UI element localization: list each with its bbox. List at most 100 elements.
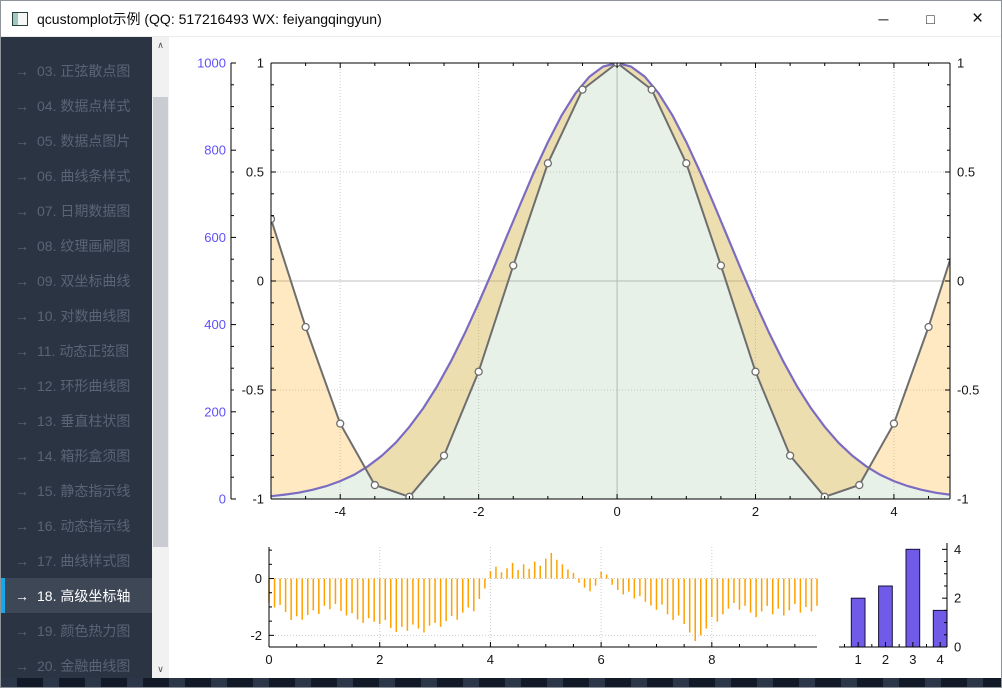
- sidebar-item-05[interactable]: → 05. 数据点图片: [1, 123, 152, 158]
- sidebar-item-17[interactable]: → 17. 曲线样式图: [1, 543, 152, 578]
- bar: [878, 585, 893, 647]
- sidebar-item-label: 18. 高级坐标轴: [37, 587, 131, 604]
- svg-text:0: 0: [219, 492, 226, 507]
- bar: [850, 597, 866, 647]
- sidebar-item-label: 15. 静态指示线: [37, 482, 131, 499]
- scatter-point: [543, 159, 553, 168]
- scatter-point: [716, 261, 726, 270]
- arrow-icon: →: [15, 342, 29, 359]
- arrow-icon: →: [15, 587, 29, 604]
- svg-text:0: 0: [957, 274, 964, 289]
- svg-text:-2: -2: [473, 504, 485, 519]
- arrow-icon: →: [15, 272, 29, 289]
- sidebar-item-label: 14. 箱形盒须图: [37, 447, 131, 464]
- sidebar-item-03[interactable]: → 03. 正弦散点图: [1, 53, 152, 88]
- sidebar-item-label: 12. 环形曲线图: [37, 377, 131, 394]
- sidebar-item-label: 04. 数据点样式: [37, 97, 131, 114]
- svg-text:600: 600: [204, 230, 226, 245]
- scrollbar-thumb[interactable]: [153, 97, 168, 547]
- sidebar: → 03. 正弦散点图 → 04. 数据点样式 → 05. 数据点图片 → 06. 曲线条样式…: [1, 37, 152, 678]
- svg-text:1: 1: [257, 56, 264, 71]
- bar: [932, 609, 947, 647]
- arrow-icon: →: [15, 517, 29, 534]
- sidebar-item-label: 20. 金融曲线图: [37, 657, 131, 674]
- arrow-icon: →: [15, 412, 29, 429]
- sidebar-item-16[interactable]: → 16. 动态指示线: [1, 508, 152, 543]
- svg-text:1: 1: [957, 56, 964, 71]
- sidebar-item-15[interactable]: → 15. 静态指示线: [1, 473, 152, 508]
- scatter-point: [301, 322, 310, 332]
- sidebar-item-18[interactable]: → 18. 高级坐标轴: [1, 578, 152, 613]
- bar: [905, 548, 921, 647]
- scatter-point: [924, 322, 933, 332]
- arrow-icon: →: [15, 552, 29, 569]
- svg-text:0: 0: [265, 652, 272, 667]
- sidebar-item-09[interactable]: → 09. 双坐标曲线: [1, 263, 152, 298]
- scatter-point: [960, 216, 967, 223]
- sidebar-item-08[interactable]: → 08. 纹理画刷图: [1, 228, 152, 263]
- sidebar-item-06[interactable]: → 06. 曲线条样式: [1, 158, 152, 193]
- svg-text:0: 0: [257, 274, 264, 289]
- svg-text:2: 2: [376, 652, 383, 667]
- svg-text:2: 2: [882, 652, 889, 667]
- scroll-down-icon[interactable]: ∨: [152, 661, 169, 678]
- scatter-point: [682, 159, 691, 168]
- app-icon: [12, 11, 28, 26]
- scatter-point: [509, 261, 518, 270]
- arrow-icon: →: [15, 167, 29, 184]
- sidebar-item-14[interactable]: → 14. 箱形盒须图: [1, 438, 152, 473]
- scatter-point: [271, 214, 276, 224]
- svg-text:6: 6: [598, 652, 605, 667]
- sidebar-item-label: 10. 对数曲线图: [37, 307, 131, 324]
- close-button[interactable]: ×: [971, 7, 984, 29]
- sidebar-item-label: 13. 垂直柱状图: [37, 412, 131, 429]
- arrow-icon: →: [15, 237, 29, 254]
- arrow-icon: →: [15, 307, 29, 324]
- sidebar-item-label: 09. 双坐标曲线: [37, 272, 131, 289]
- sidebar-item-13[interactable]: → 13. 垂直柱状图: [1, 403, 152, 438]
- svg-text:200: 200: [204, 404, 226, 419]
- maximize-button[interactable]: □: [926, 10, 935, 27]
- sidebar-item-11[interactable]: → 11. 动态正弦图: [1, 333, 152, 368]
- gauss-curve: [271, 63, 950, 498]
- arrow-icon: →: [15, 447, 29, 464]
- svg-text:-4: -4: [334, 504, 346, 519]
- sidebar-item-19[interactable]: → 19. 颜色热力图: [1, 613, 152, 648]
- svg-text:4: 4: [890, 504, 897, 519]
- sidebar-item-label: 11. 动态正弦图: [37, 342, 130, 359]
- svg-text:400: 400: [204, 317, 226, 332]
- sidebar-item-04[interactable]: → 04. 数据点样式: [1, 88, 152, 123]
- sidebar-item-07[interactable]: → 07. 日期数据图: [1, 193, 152, 228]
- sidebar-scrollbar[interactable]: ∧ ∨: [152, 37, 169, 678]
- stem-random-walk-plot[interactable]: 0 2 4 6 8-20: [250, 547, 818, 667]
- scatter-point: [785, 451, 795, 460]
- svg-text:-2: -2: [250, 628, 262, 643]
- svg-text:4: 4: [937, 652, 944, 667]
- arrow-icon: →: [15, 62, 29, 79]
- arrow-icon: →: [15, 622, 29, 639]
- minimize-button[interactable]: ─: [878, 10, 889, 27]
- sidebar-item-label: 03. 正弦散点图: [37, 62, 131, 79]
- arrow-icon: →: [15, 132, 29, 149]
- cos-curve: [271, 63, 950, 498]
- sidebar-item-label: 05. 数据点图片: [37, 132, 131, 149]
- sidebar-item-12[interactable]: → 12. 环形曲线图: [1, 368, 152, 403]
- sidebar-item-label: 06. 曲线条样式: [37, 167, 131, 184]
- scatter-point: [370, 480, 379, 490]
- svg-text:4: 4: [487, 652, 494, 667]
- scatter-point: [474, 367, 483, 376]
- svg-text:800: 800: [204, 143, 226, 158]
- scroll-up-icon[interactable]: ∧: [152, 37, 169, 54]
- main-advanced-axes-plot[interactable]: -4 -2 0 2 4 -1 -0.5 0 0.5 1 -1 -0.5 0 0.5 1 0 200 400 600 8…: [197, 56, 979, 520]
- sidebar-item-10[interactable]: → 10. 对数曲线图: [1, 298, 152, 333]
- sidebar-item-20[interactable]: → 20. 金融曲线图: [1, 648, 152, 678]
- sidebar-list: → 03. 正弦散点图 → 04. 数据点样式 → 05. 数据点图片 → 06. 曲线条样式…: [1, 53, 152, 678]
- sidebar-item-label: 17. 曲线样式图: [37, 552, 131, 569]
- plots-canvas: -4 -2 0 2 4-1-0.500.51-1-0.500.5102004006008…: [197, 56, 979, 668]
- sidebar-item-label: 08. 纹理画刷图: [37, 237, 131, 254]
- window-body: → 03. 正弦散点图 → 04. 数据点样式 → 05. 数据点图片 → 06. 曲线条样式…: [1, 37, 1001, 678]
- sidebar-item-label: 16. 动态指示线: [37, 517, 131, 534]
- scatter-point: [336, 419, 345, 428]
- scatter-point: [889, 419, 899, 428]
